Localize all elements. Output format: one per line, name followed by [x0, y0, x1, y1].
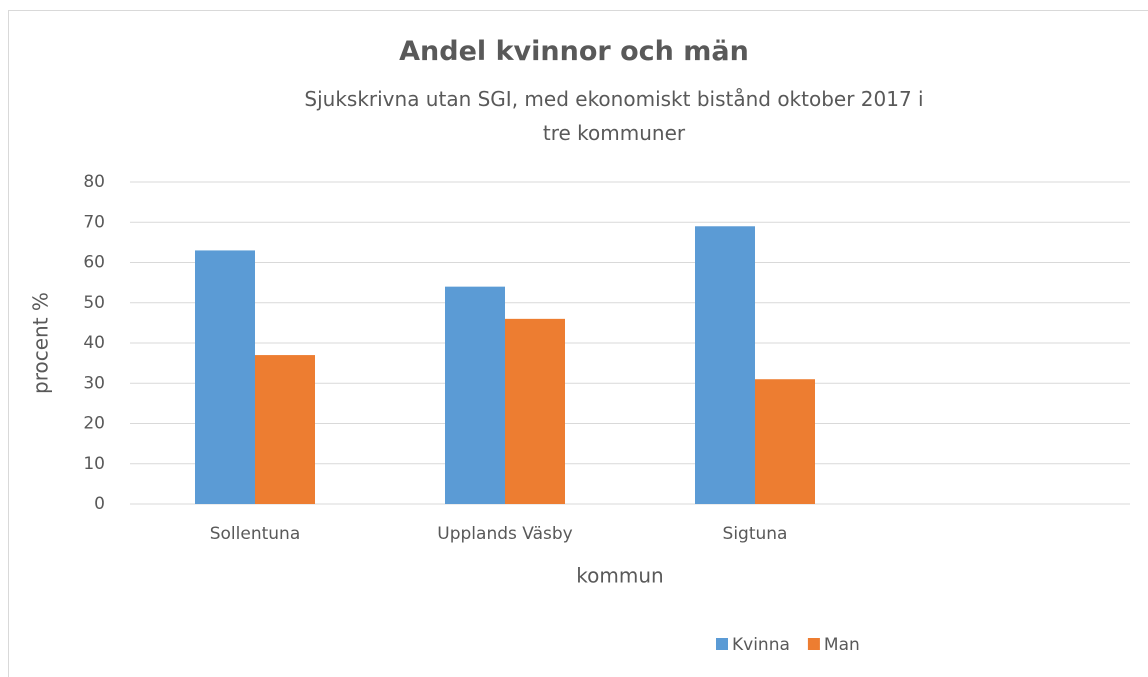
bar [755, 379, 815, 504]
legend-swatch [716, 638, 728, 650]
legend-label: Kvinna [732, 635, 790, 655]
y-tick-label: 30 [83, 373, 105, 393]
y-tick-label: 50 [83, 293, 105, 313]
y-tick-label: 40 [83, 333, 105, 353]
legend-label: Man [824, 635, 860, 655]
bar [195, 250, 255, 504]
y-axis-title: procent % [29, 292, 53, 394]
y-tick-label: 0 [94, 494, 105, 514]
y-tick-label: 80 [83, 172, 105, 192]
chart-title: Andel kvinnor och män [399, 36, 749, 67]
legend-swatch [807, 638, 820, 650]
y-tick-label: 60 [83, 253, 105, 273]
bar [445, 286, 505, 504]
bar [695, 226, 755, 504]
x-axis-title: kommun [576, 564, 663, 588]
y-tick-label: 10 [83, 454, 105, 474]
bar [255, 355, 315, 504]
y-tick-label: 70 [83, 212, 105, 232]
x-tick-label: Sollentuna [210, 524, 301, 544]
x-tick-label: Upplands Väsby [437, 524, 572, 544]
x-tick-label: Sigtuna [723, 524, 788, 544]
y-tick-label: 20 [83, 414, 105, 434]
chart-border [8, 10, 1148, 677]
bar [505, 318, 565, 504]
chart-subtitle: Sjukskrivna utan SGI, med ekonomiskt bis… [304, 87, 924, 145]
